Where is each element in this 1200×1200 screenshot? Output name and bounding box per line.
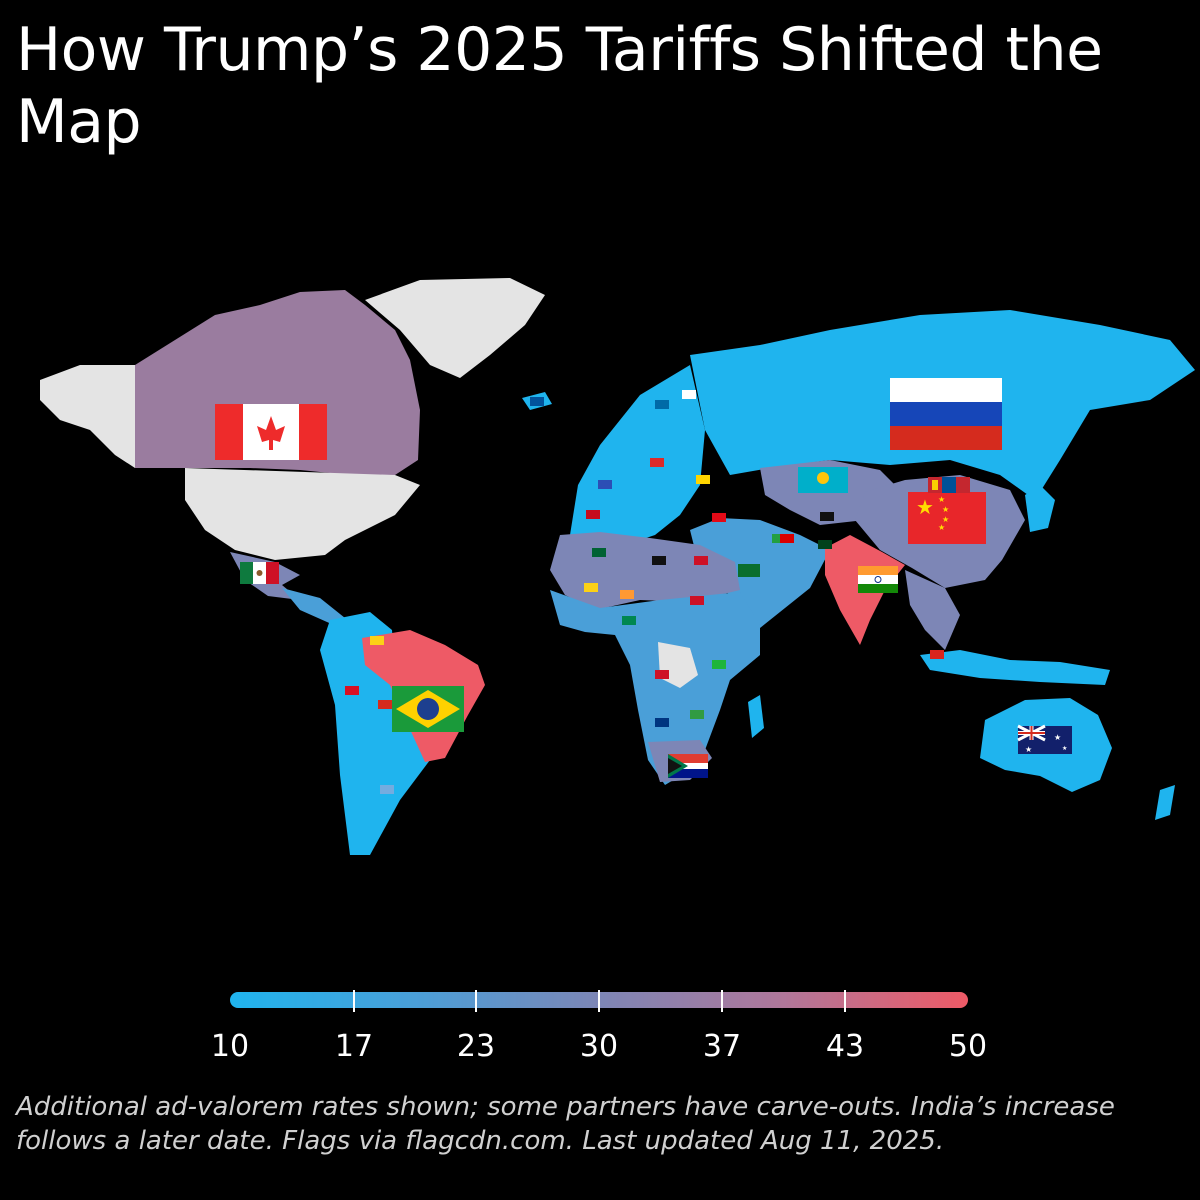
mexico-flag-icon [240,562,279,584]
legend-tick-label: 50 [948,1029,988,1064]
india-flag-icon [858,566,898,593]
country-europe [570,365,705,550]
country-japan [1025,485,1055,532]
legend-tick-label: 10 [210,1029,250,1064]
mongolia-flag-icon [928,477,970,493]
country-greenland [365,278,545,378]
legend-tick [844,990,846,1012]
russia-flag-icon [890,378,1002,450]
svg-text:★: ★ [938,523,945,532]
legend-tick [721,990,723,1012]
legend-tick-label: 17 [334,1029,374,1064]
country-southeast-asia [905,570,960,650]
svg-text:★: ★ [942,515,949,524]
brazil-flag-icon [392,686,464,732]
svg-text:★: ★ [938,495,945,504]
country-indonesia [920,650,1110,685]
australia-flag-icon: ★ ★ ★ [1017,724,1072,754]
legend-tick-label: 37 [702,1029,742,1064]
country-south-america-west [320,612,430,855]
legend-tick-label: 43 [825,1029,865,1064]
color-legend: 10 17 23 30 37 43 50 [211,990,987,1070]
legend-tick [475,990,477,1012]
country-canada [135,290,420,475]
south-africa-flag-icon [668,754,708,778]
svg-text:★: ★ [1025,745,1032,754]
legend-tick-label: 23 [456,1029,496,1064]
country-united-states [185,468,420,560]
country-new-zealand [1155,785,1175,820]
svg-text:★: ★ [1062,745,1067,752]
svg-text:★: ★ [942,505,949,514]
country-alaska [40,365,135,468]
country-africa [550,590,760,785]
small-flags [345,390,944,794]
map-title: How Trump’s 2025 Tariffs Shifted the Map [16,15,1103,157]
legend-tick-label: 30 [579,1029,619,1064]
footnote: Additional ad-valorem rates shown; some … [16,1092,1115,1156]
svg-text:★: ★ [1054,733,1061,742]
china-flag-icon: ★ ★ ★ ★ ★ [908,492,986,544]
legend-tick [598,990,600,1012]
country-madagascar [748,695,764,738]
canada-flag-icon [215,404,327,460]
world-map: ★ ★ ★ ★ ★ ★ ★ ★ [40,278,1195,855]
country-central-america [282,588,345,626]
legend-tick [353,990,355,1012]
svg-text:★: ★ [916,495,934,519]
kazakhstan-flag-icon [798,467,848,493]
